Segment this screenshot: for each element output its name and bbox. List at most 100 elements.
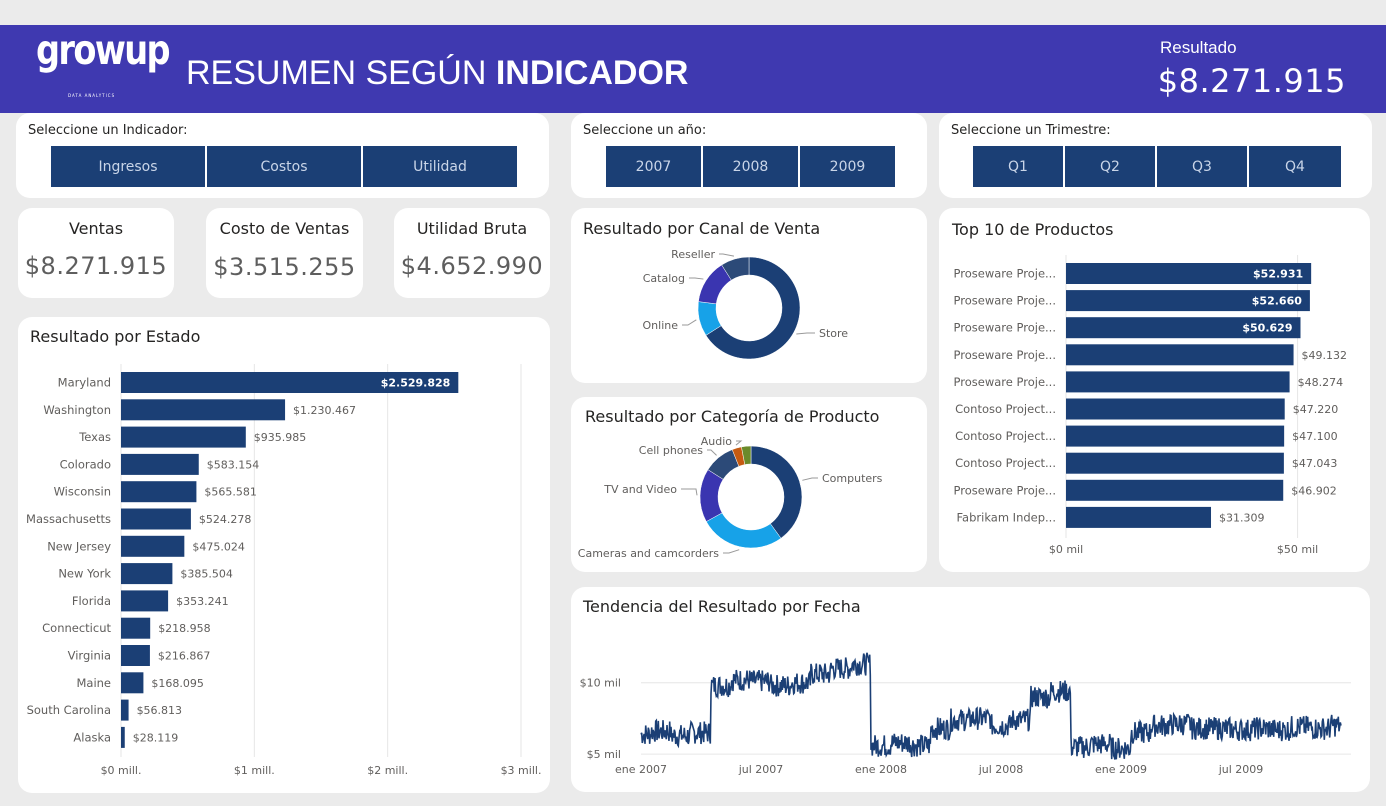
bar xyxy=(121,426,246,448)
kpi-utilidad-card: Utilidad Bruta $4.652.990 xyxy=(394,208,550,298)
slice-label: Audio xyxy=(701,435,733,448)
result-value: $8.271.915 xyxy=(1157,62,1346,100)
bar xyxy=(121,399,286,421)
logo-subtitle: DATA ANALYTICS xyxy=(68,93,116,98)
quarter-q4-button[interactable]: Q4 xyxy=(1249,146,1341,187)
category-label: Maine xyxy=(76,676,111,690)
data-label: $46.902 xyxy=(1291,484,1337,497)
canal-chart-card: Resultado por Canal de Venta Store Online… xyxy=(571,208,927,383)
x-tick-label: jul 2008 xyxy=(978,763,1024,776)
header-bar xyxy=(0,25,1386,113)
leader-line xyxy=(796,332,815,335)
title-bold: INDICADOR xyxy=(495,54,689,92)
data-label: $47.043 xyxy=(1292,457,1338,470)
kpi-ventas-card: Ventas $8.271.915 xyxy=(18,208,174,298)
category-label: Proseware Proje... xyxy=(954,348,1056,362)
bar xyxy=(121,372,459,393)
category-label: New York xyxy=(58,567,111,581)
category-label: Proseware Proje... xyxy=(954,267,1056,281)
x-tick-label: ene 2009 xyxy=(1095,763,1147,776)
leader-line xyxy=(689,277,704,280)
bar xyxy=(121,699,129,721)
category-label: Proseware Proje... xyxy=(954,321,1056,335)
bar xyxy=(1066,344,1294,366)
kpi-costo-value: $3.515.255 xyxy=(213,253,356,281)
top-strip xyxy=(0,0,1386,25)
bar xyxy=(1066,506,1212,528)
page-title: RESUMEN SEGÚN INDICADOR xyxy=(186,53,689,93)
data-label: $56.813 xyxy=(137,704,183,717)
x-tick-label: ene 2008 xyxy=(855,763,907,776)
quarter-slicer-label: Seleccione un Trimestre: xyxy=(951,123,1111,138)
bar xyxy=(1066,317,1301,339)
bar xyxy=(1066,425,1285,447)
category-label: Contoso Project... xyxy=(955,456,1056,470)
data-label: $48.274 xyxy=(1298,376,1344,389)
top10-bar-chart: $0 mil $50 mil Proseware Proje... $52.931 Pr… xyxy=(954,255,1348,556)
slice-label: Reseller xyxy=(671,248,715,261)
bar xyxy=(1066,263,1312,284)
data-label: $49.132 xyxy=(1302,349,1348,362)
category-label: Florida xyxy=(72,594,111,608)
canal-chart-title: Resultado por Canal de Venta xyxy=(583,219,821,238)
kpi-ventas-label: Ventas xyxy=(68,219,124,238)
donut-slice xyxy=(705,256,801,360)
indicator-slicer-label: Seleccione un Indicador: xyxy=(28,123,188,138)
slice-label: Catalog xyxy=(643,272,685,285)
bar xyxy=(121,481,197,503)
x-tick-label: jul 2009 xyxy=(1218,763,1264,776)
category-label: Proseware Proje... xyxy=(954,294,1056,308)
indicator-costos-button[interactable]: Costos xyxy=(207,146,363,187)
category-label: Contoso Project... xyxy=(955,402,1056,416)
categoria-chart-card: Resultado por Categoría de Producto Comp… xyxy=(571,397,927,572)
tendencia-chart-title: Tendencia del Resultado por Fecha xyxy=(583,597,861,616)
bar xyxy=(121,508,191,530)
category-label: Colorado xyxy=(60,457,111,471)
indicator-utilidad-button[interactable]: Utilidad xyxy=(363,146,517,187)
tendencia-chart-card: Tendencia del Resultado por Fecha $5 mil… xyxy=(571,587,1370,792)
top10-chart-card: Top 10 de Productos $0 mil $50 mil Prosewa… xyxy=(939,208,1370,572)
category-label: Fabrikam Indep... xyxy=(956,510,1056,524)
slice-label: Computers xyxy=(822,472,883,485)
donut-slice xyxy=(721,256,750,281)
quarter-q1-button[interactable]: Q1 xyxy=(973,146,1065,187)
donut-slice xyxy=(750,445,803,539)
bar xyxy=(1066,371,1290,393)
year-slicer-buttons: 2007 2008 2009 xyxy=(606,146,895,187)
slice-label: Online xyxy=(643,319,679,332)
year-2008-button[interactable]: 2008 xyxy=(703,146,800,187)
year-2009-button[interactable]: 2009 xyxy=(800,146,895,187)
category-label: South Carolina xyxy=(27,703,111,717)
bar xyxy=(121,645,150,666)
kpi-ventas-value: $8.271.915 xyxy=(24,252,168,280)
year-2007-button[interactable]: 2007 xyxy=(606,146,703,187)
category-label: Connecticut xyxy=(42,621,111,635)
y-tick-label: $10 mil xyxy=(580,677,621,690)
slice-label: TV and Video xyxy=(603,483,677,496)
data-label: $385.504 xyxy=(180,568,233,581)
x-tick-label: $0 mill. xyxy=(101,764,142,777)
trend-line xyxy=(640,652,1342,760)
y-tick-label: $5 mil xyxy=(587,748,621,761)
indicator-ingresos-button[interactable]: Ingresos xyxy=(51,146,207,187)
estado-chart-title: Resultado por Estado xyxy=(30,327,201,346)
category-label: New Jersey xyxy=(47,539,111,553)
data-label: $47.220 xyxy=(1293,403,1339,416)
quarter-q3-button[interactable]: Q3 xyxy=(1157,146,1249,187)
leader-line xyxy=(682,319,697,326)
canal-donut-chart: Store Online Catalog Reseller xyxy=(643,248,848,360)
year-slicer-label: Seleccione un año: xyxy=(583,123,707,138)
bar xyxy=(121,535,185,557)
data-label: $353.241 xyxy=(176,595,229,608)
data-label: $583.154 xyxy=(207,458,259,471)
leader-line xyxy=(707,449,717,456)
quarter-q2-button[interactable]: Q2 xyxy=(1065,146,1157,187)
data-label: $168.095 xyxy=(151,677,204,690)
tendencia-line-chart: $5 mil $10 mil ene 2007 jul 2007 ene 2008 jul… xyxy=(580,652,1351,776)
leader-line xyxy=(719,253,735,257)
year-slicer-card: Seleccione un año: 2007 2008 2009 xyxy=(571,113,927,198)
donut-slice xyxy=(741,445,752,465)
category-label: Massachusetts xyxy=(26,512,111,526)
slice-label: Cameras and camcorders xyxy=(578,547,719,560)
data-label: $47.100 xyxy=(1292,430,1338,443)
